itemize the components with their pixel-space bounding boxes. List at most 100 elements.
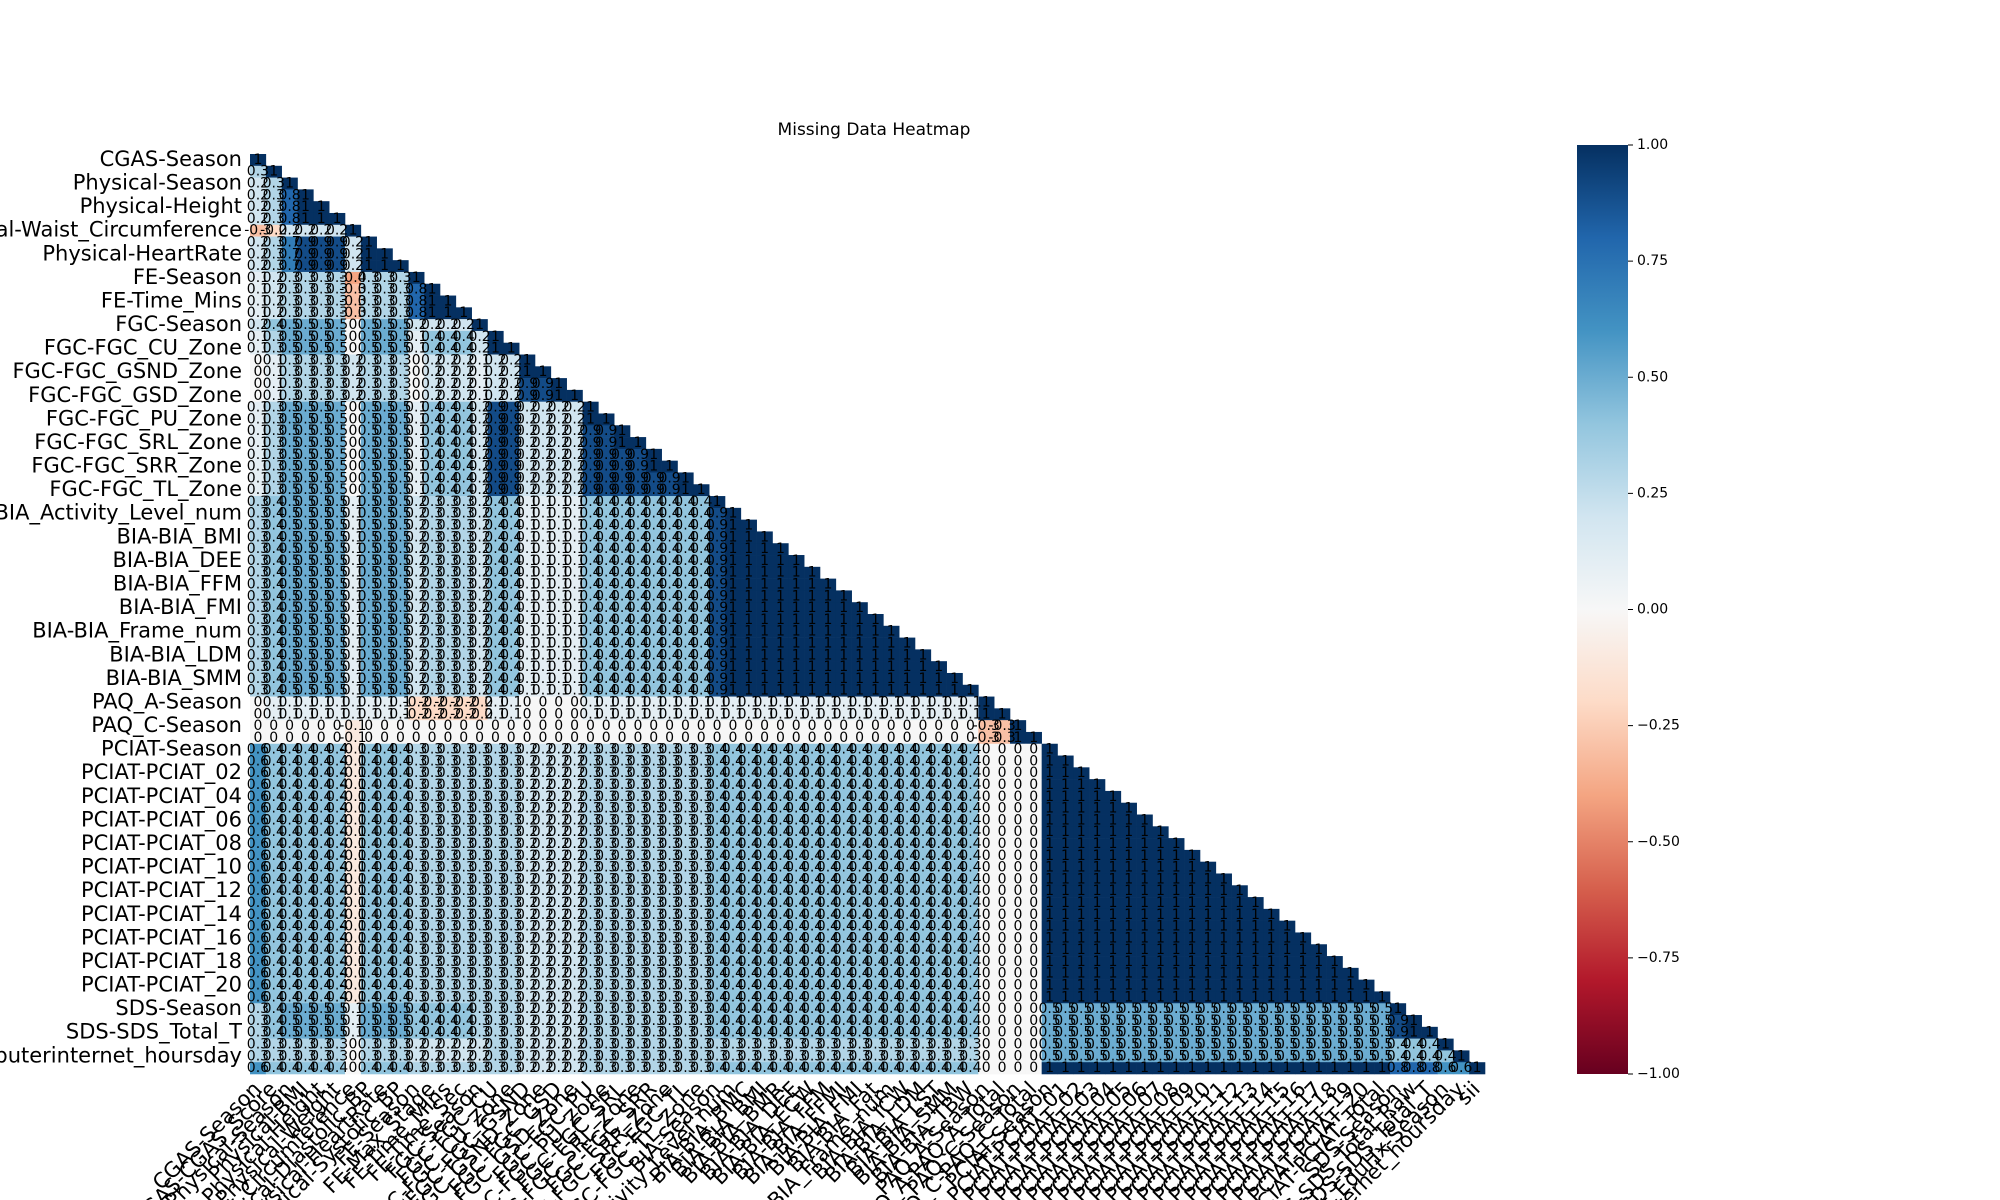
heatmap-cell xyxy=(376,413,393,426)
heatmap-cell xyxy=(392,307,409,320)
heatmap-cell xyxy=(455,413,472,426)
heatmap-cell xyxy=(265,319,282,332)
heatmap-cell xyxy=(281,248,298,261)
heatmap-cell xyxy=(313,448,330,461)
heatmap-cell xyxy=(487,342,504,355)
heatmap-cell xyxy=(313,236,330,249)
heatmap-cell xyxy=(503,425,520,438)
heatmap-cell xyxy=(265,248,282,261)
heatmap-cell xyxy=(392,448,409,461)
heatmap-cell xyxy=(329,330,346,344)
heatmap-cell xyxy=(313,283,330,296)
heatmap-cell xyxy=(376,366,393,379)
heatmap-cell xyxy=(313,413,330,426)
heatmap-cell xyxy=(360,307,377,320)
heatmap-cell xyxy=(535,401,552,414)
heatmap-cell xyxy=(440,378,457,391)
heatmap-cell xyxy=(329,260,346,273)
heatmap-cell xyxy=(360,283,377,296)
heatmap-cell xyxy=(297,307,314,320)
heatmap-cell xyxy=(582,425,599,438)
heatmap-cell xyxy=(313,224,330,237)
heatmap-cell xyxy=(250,165,267,178)
heatmap-cell xyxy=(535,389,552,402)
heatmap-cell xyxy=(329,437,346,450)
heatmap-cell xyxy=(392,295,409,308)
heatmap-cell xyxy=(455,401,472,414)
heatmap-cell xyxy=(487,330,504,344)
heatmap-cell xyxy=(566,401,583,414)
heatmap-cell xyxy=(455,389,472,402)
heatmap-cell xyxy=(313,307,330,320)
heatmap-cell xyxy=(424,330,441,344)
heatmap-cell xyxy=(345,330,362,344)
heatmap-cell xyxy=(297,437,314,450)
heatmap-cell xyxy=(345,283,362,296)
heatmap-cell xyxy=(535,366,552,379)
heatmap-cell xyxy=(250,401,267,414)
heatmap-cell xyxy=(455,354,472,367)
heatmap-cell xyxy=(250,224,267,237)
heatmap-cell xyxy=(297,224,314,237)
heatmap-cell xyxy=(329,342,346,355)
heatmap-cell xyxy=(503,378,520,391)
heatmap-cell xyxy=(487,366,504,379)
heatmap-cell xyxy=(376,401,393,414)
heatmap-cell xyxy=(297,212,314,226)
heatmap-cell xyxy=(408,401,425,414)
heatmap-cell xyxy=(329,425,346,438)
heatmap-cell xyxy=(345,401,362,414)
heatmap-cell xyxy=(265,401,282,414)
heatmap-cell xyxy=(281,378,298,391)
heatmap-cell xyxy=(250,189,267,202)
heatmap-cell xyxy=(265,177,282,190)
heatmap-cell xyxy=(250,378,267,391)
heatmap-cell xyxy=(250,319,267,332)
heatmap-cell xyxy=(329,224,346,237)
heatmap-cell xyxy=(345,342,362,355)
heatmap-cell xyxy=(313,354,330,367)
heatmap-cell xyxy=(329,389,346,402)
heatmap-cell xyxy=(614,437,631,450)
heatmap-cell xyxy=(440,366,457,379)
heatmap-cell xyxy=(329,271,346,285)
heatmap-cell xyxy=(408,389,425,402)
heatmap-cell xyxy=(392,330,409,344)
heatmap-cell xyxy=(297,236,314,249)
heatmap-cell xyxy=(250,307,267,320)
heatmap-cell xyxy=(281,283,298,296)
heatmap-cell xyxy=(313,425,330,438)
heatmap-cell xyxy=(281,389,298,402)
heatmap-cell xyxy=(503,413,520,426)
heatmap-cell xyxy=(297,342,314,355)
heatmap-cell xyxy=(487,389,504,402)
heatmap-cell xyxy=(281,189,298,202)
heatmap-cell xyxy=(503,366,520,379)
heatmap-cell xyxy=(519,437,536,450)
heatmap-cell xyxy=(392,401,409,414)
heatmap-cell xyxy=(455,307,472,320)
heatmap-cell xyxy=(424,389,441,402)
heatmap-cell xyxy=(297,366,314,379)
heatmap-cell xyxy=(297,448,314,461)
heatmap-cell xyxy=(408,437,425,450)
heatmap-cell xyxy=(440,389,457,402)
heatmap-cell xyxy=(281,413,298,426)
heatmap-cell xyxy=(424,283,441,296)
heatmap-cell xyxy=(281,212,298,226)
heatmap-cell xyxy=(360,437,377,450)
heatmap-cell xyxy=(281,366,298,379)
heatmap-cell xyxy=(313,260,330,273)
heatmap-cell xyxy=(550,425,567,438)
heatmap-cell xyxy=(250,236,267,249)
heatmap-cell xyxy=(471,389,488,402)
heatmap-cell xyxy=(345,295,362,308)
heatmap-cell xyxy=(582,437,599,450)
heatmap-cell xyxy=(281,342,298,355)
heatmap-cell xyxy=(297,260,314,273)
heatmap-cell xyxy=(265,448,282,461)
heatmap-cell xyxy=(455,425,472,438)
heatmap-cell xyxy=(250,154,267,167)
heatmap-cell xyxy=(297,378,314,391)
